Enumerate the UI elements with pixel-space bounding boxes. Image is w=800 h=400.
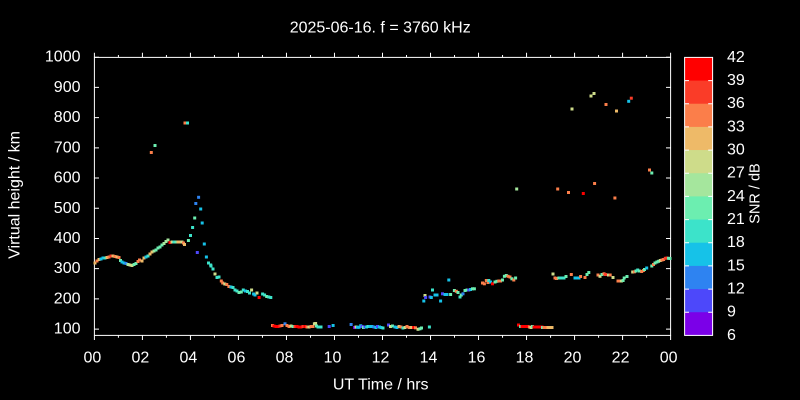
- svg-text:39: 39: [727, 72, 745, 89]
- svg-text:36: 36: [727, 95, 745, 112]
- svg-text:18: 18: [727, 234, 745, 251]
- svg-text:6: 6: [727, 327, 736, 344]
- svg-text:800: 800: [54, 109, 81, 126]
- svg-text:04: 04: [180, 349, 198, 366]
- svg-text:Virtual height / km: Virtual height / km: [7, 131, 24, 259]
- svg-text:600: 600: [54, 170, 81, 187]
- svg-text:02: 02: [132, 349, 150, 366]
- svg-text:20: 20: [564, 349, 582, 366]
- svg-text:12: 12: [372, 349, 390, 366]
- svg-text:14: 14: [420, 349, 438, 366]
- svg-text:700: 700: [54, 139, 81, 156]
- svg-text:42: 42: [727, 49, 745, 66]
- svg-text:33: 33: [727, 118, 745, 135]
- svg-text:12: 12: [727, 281, 745, 298]
- svg-text:300: 300: [54, 260, 81, 277]
- svg-text:06: 06: [228, 349, 246, 366]
- svg-text:30: 30: [727, 142, 745, 159]
- svg-text:100: 100: [54, 321, 81, 338]
- svg-text:400: 400: [54, 230, 81, 247]
- svg-text:SNR / dB: SNR / dB: [748, 163, 764, 223]
- svg-text:27: 27: [727, 165, 745, 182]
- svg-text:2025-06-16. f = 3760 kHz: 2025-06-16. f = 3760 kHz: [290, 20, 471, 37]
- svg-text:10: 10: [324, 349, 342, 366]
- svg-text:900: 900: [54, 79, 81, 96]
- svg-text:21: 21: [727, 211, 745, 228]
- svg-text:200: 200: [54, 290, 81, 307]
- svg-text:UT Time / hrs: UT Time / hrs: [333, 377, 429, 394]
- svg-text:9: 9: [727, 304, 736, 321]
- svg-text:24: 24: [727, 188, 745, 205]
- svg-text:1000: 1000: [45, 49, 81, 66]
- svg-text:00: 00: [660, 349, 678, 366]
- svg-text:500: 500: [54, 200, 81, 217]
- svg-text:16: 16: [468, 349, 486, 366]
- svg-text:22: 22: [612, 349, 630, 366]
- svg-text:08: 08: [276, 349, 294, 366]
- svg-text:00: 00: [84, 349, 102, 366]
- svg-text:18: 18: [516, 349, 534, 366]
- svg-text:15: 15: [727, 257, 745, 274]
